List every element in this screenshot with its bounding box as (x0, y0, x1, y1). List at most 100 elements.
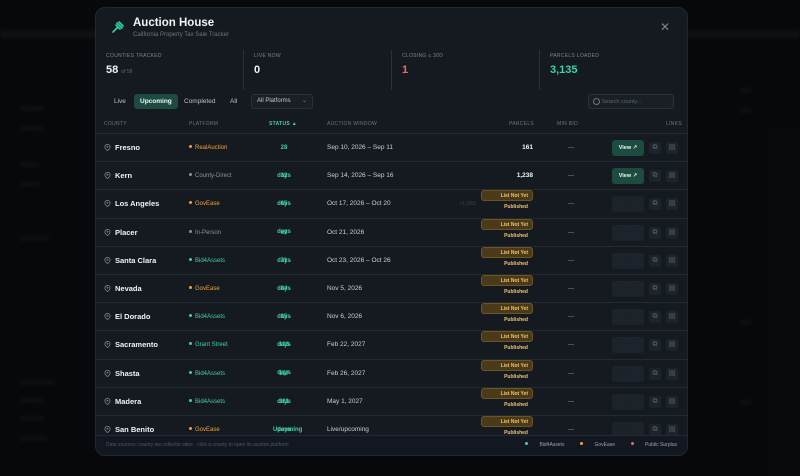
table-row[interactable]: Nevada GovEase 84 days Nov 5, 2026 List Not … (96, 274, 687, 320)
auction-window: Live/upcoming (327, 425, 369, 433)
min-bid: — (568, 370, 574, 377)
external-link-icon[interactable]: ⧉ (649, 226, 661, 239)
view-button[interactable]: View ↗ (612, 309, 644, 326)
trash-icon[interactable]: ▤ (666, 395, 678, 408)
view-button[interactable]: View ↗ (612, 252, 644, 269)
external-link-icon[interactable]: ⧉ (649, 282, 661, 295)
county-name: San Benito (104, 416, 154, 444)
stat-closing-soon: Closing ≤ 30d 1 (392, 50, 540, 90)
trash-icon[interactable]: ▤ (666, 254, 678, 267)
modal-header: Auction House California Property Tax Sa… (96, 8, 687, 50)
view-button[interactable]: View ↗ (612, 140, 644, 156)
county-name: Nevada (104, 275, 142, 303)
table-row[interactable]: Placer In-Person 69 days Oct 21, 2026 List N… (96, 218, 687, 264)
parcels-cell: List Not Yet Published (481, 190, 533, 218)
row-links: View ↗ ⧉ ▤ (612, 365, 679, 382)
table-row[interactable]: El Dorado Bid4Assets 85 days Nov 6, 2026 Lis… (96, 303, 687, 348)
external-link-icon[interactable]: ⧉ (649, 311, 661, 324)
header-min-bid[interactable]: Min Bid (557, 121, 578, 127)
background-line (20, 162, 40, 167)
county-name: Shasta (104, 360, 140, 388)
tab-live[interactable]: Live (114, 98, 126, 105)
external-link-icon[interactable]: ⧉ (649, 367, 661, 380)
external-link-icon[interactable]: ⧉ (649, 395, 661, 408)
parcels-count: 161 (522, 144, 533, 151)
legend-dot (525, 442, 529, 445)
header-platform[interactable]: Platform (189, 121, 219, 127)
table-row[interactable]: Shasta Bid4Assets 197 days Feb 26, 2027 List… (96, 359, 687, 405)
stat-label: Parcels Loaded (550, 53, 600, 59)
trash-icon[interactable]: ▤ (666, 282, 678, 295)
view-button[interactable]: View ↗ (612, 196, 644, 213)
external-link-icon[interactable]: ⧉ (649, 339, 661, 352)
tab-all[interactable]: All (230, 98, 238, 105)
table-row[interactable]: Fresno RealAuction 28 days Sep 10, 2026 – S… (96, 134, 687, 179)
close-icon[interactable]: ✕ (659, 20, 671, 34)
header-status[interactable]: Status ▲ (269, 121, 298, 127)
table-row[interactable]: Los Angeles GovEase 65 days Oct 17, 2026 – … (96, 190, 687, 235)
trash-icon[interactable]: ▤ (666, 311, 678, 324)
view-button[interactable]: View ↗ (612, 224, 644, 241)
platform-legend: Bid4Assets GovEase Public Surplus (509, 442, 677, 448)
trash-icon[interactable]: ▤ (666, 170, 678, 183)
map-pin-icon (104, 284, 111, 292)
search-input[interactable] (602, 95, 672, 108)
view-button[interactable]: View ↗ (612, 365, 644, 382)
external-link-icon[interactable]: ⧉ (649, 254, 661, 267)
legend-dot (580, 442, 584, 445)
header-parcels[interactable]: Parcels (509, 121, 535, 127)
table-row[interactable]: Kern County-Direct 32 days Sep 14, 2026 – S… (96, 162, 687, 207)
view-button[interactable]: View ↗ (612, 280, 644, 297)
status-days: 69 days (277, 229, 291, 264)
table-row[interactable]: Sacramento Grant Street 193 days Feb 22, 20… (96, 331, 687, 376)
external-link-icon[interactable]: ⧉ (649, 170, 661, 183)
platform-name: Bid4Assets (189, 247, 225, 275)
view-button[interactable]: View ↗ (612, 337, 644, 354)
trash-icon[interactable]: ▤ (666, 423, 678, 436)
background-line (740, 88, 752, 93)
table-body: Fresno RealAuction 28 days Sep 10, 2026 – S… (96, 134, 687, 445)
tab-completed[interactable]: Completed (184, 98, 216, 105)
min-bid: — (568, 145, 574, 151)
table-row[interactable]: Santa Clara Bid4Assets 71 days Oct 23, 2026… (96, 246, 687, 292)
platform-select-value: All Platforms (257, 98, 291, 104)
map-pin-icon (104, 369, 111, 377)
platform-dot (189, 173, 192, 177)
platform-name: Grant Street (189, 331, 228, 359)
header-auction-window[interactable]: Auction Window (327, 121, 378, 127)
map-pin-icon (104, 397, 111, 405)
trash-icon[interactable]: ▤ (666, 367, 678, 380)
list-not-published-badge: List Not Yet Published (481, 303, 533, 323)
map-pin-icon (104, 341, 111, 349)
background-line (20, 182, 40, 187)
view-button[interactable]: View ↗ (612, 421, 644, 438)
auction-window: Sep 14, 2026 – Sep 16 (327, 172, 394, 180)
platform-name: GovEase (189, 190, 220, 218)
trash-icon[interactable]: ▤ (666, 339, 678, 352)
trash-icon[interactable]: ▤ (666, 226, 678, 239)
platform-dot (189, 342, 192, 346)
footer-note: Data sources: county tax collector sites… (106, 442, 289, 448)
view-button[interactable]: View ↗ (612, 393, 644, 410)
county-name: Los Angeles (104, 190, 159, 218)
parcels-cell: List Not Yet Published (481, 387, 533, 416)
background-line (740, 320, 752, 325)
search-box[interactable] (588, 94, 674, 109)
parcels-cell: List Not Yet Published (481, 246, 533, 275)
min-bid: — (568, 173, 574, 180)
trash-icon[interactable]: ▤ (666, 198, 678, 211)
header-county[interactable]: County (104, 121, 127, 127)
tab-upcoming[interactable]: Upcoming (134, 94, 178, 109)
table-row[interactable]: Madera Bid4Assets 261 days May 1, 2027 List … (96, 387, 687, 433)
min-bid: — (568, 426, 574, 433)
row-links: View ↗ ⧉ ▤ (612, 337, 679, 354)
platform-select[interactable]: All Platforms ⌄ (251, 94, 313, 109)
view-button[interactable]: View ↗ (612, 168, 644, 185)
parcels-count: 1,238 (516, 172, 533, 180)
parcels-cell: List Not Yet Published (481, 331, 533, 359)
trash-icon[interactable]: ▤ (666, 142, 678, 154)
status-days: 261 days (277, 398, 291, 433)
external-link-icon[interactable]: ⧉ (649, 142, 661, 154)
external-link-icon[interactable]: ⧉ (649, 198, 661, 211)
external-link-icon[interactable]: ⧉ (649, 423, 661, 436)
